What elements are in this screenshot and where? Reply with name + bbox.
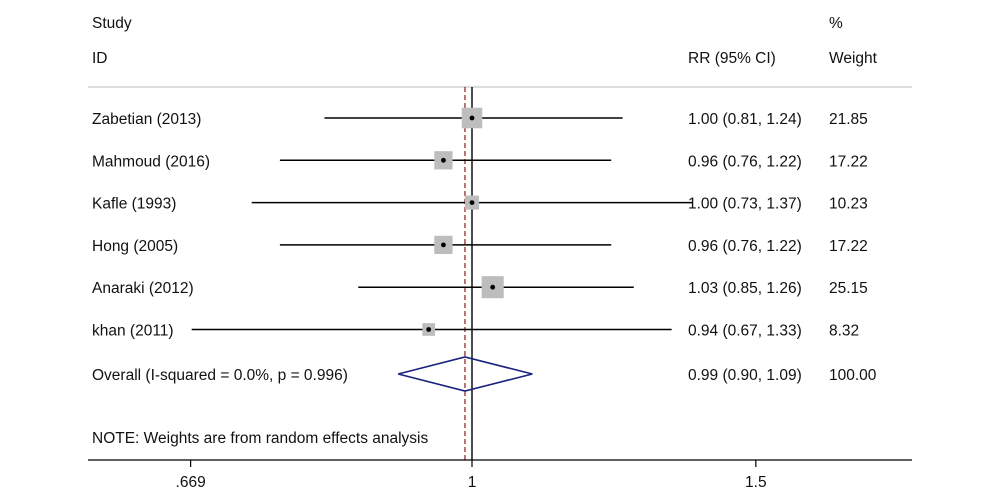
header-study: Study <box>92 15 132 32</box>
point-estimate <box>490 284 496 290</box>
x-tick-label: 1 <box>468 474 477 491</box>
x-tick-label: .669 <box>176 474 206 491</box>
study-label: Hong (2005) <box>92 238 178 255</box>
weights-note: NOTE: Weights are from random effects an… <box>92 430 428 447</box>
study-label: Kafle (1993) <box>92 196 176 213</box>
header-weight: Weight <box>829 50 878 67</box>
study-row: khan (2011) 0.94 (0.67, 1.33) 8.32 <box>92 323 859 340</box>
point-estimate <box>426 327 432 332</box>
ci-text: 1.03 (0.85, 1.26) <box>688 280 802 297</box>
point-estimate <box>441 242 446 248</box>
study-row: Anaraki (2012) 1.03 (0.85, 1.26) 25.15 <box>92 276 868 299</box>
weight-value: 21.85 <box>829 111 868 128</box>
study-row: Kafle (1993) 1.00 (0.73, 1.37) 10.23 <box>92 195 868 213</box>
header-id: ID <box>92 50 108 67</box>
study-label: khan (2011) <box>92 323 174 340</box>
study-row: Hong (2005) 0.96 (0.76, 1.22) 17.22 <box>92 235 868 255</box>
weight-value: 10.23 <box>829 196 868 213</box>
ci-text: 1.00 (0.73, 1.37) <box>688 196 802 213</box>
ci-text: 0.96 (0.76, 1.22) <box>688 153 802 170</box>
overall-diamond <box>398 356 533 392</box>
overall-weight: 100.00 <box>829 367 877 384</box>
ci-text: 0.96 (0.76, 1.22) <box>688 238 802 255</box>
overall-ci-text: 0.99 (0.90, 1.09) <box>688 367 802 384</box>
study-label: Anaraki (2012) <box>92 280 194 297</box>
weight-value: 17.22 <box>829 238 868 255</box>
ci-text: 0.94 (0.67, 1.33) <box>688 323 802 340</box>
study-label: Mahmoud (2016) <box>92 153 210 170</box>
point-estimate <box>469 115 475 121</box>
x-tick-label: 1.5 <box>745 474 767 491</box>
study-row: Mahmoud (2016) 0.96 (0.76, 1.22) 17.22 <box>92 151 868 170</box>
study-label: Zabetian (2013) <box>92 111 201 128</box>
header-pct: % <box>829 15 843 32</box>
point-estimate <box>441 157 446 163</box>
weight-value: 25.15 <box>829 280 868 297</box>
weight-value: 8.32 <box>829 323 859 340</box>
weight-value: 17.22 <box>829 153 868 170</box>
study-row: Zabetian (2013) 1.00 (0.81, 1.24) 21.85 <box>92 107 868 129</box>
header-effect: RR (95% CI) <box>688 50 776 67</box>
overall-label: Overall (I-squared = 0.0%, p = 0.996) <box>92 367 348 384</box>
point-estimate <box>469 200 475 206</box>
ci-text: 1.00 (0.81, 1.24) <box>688 111 802 128</box>
